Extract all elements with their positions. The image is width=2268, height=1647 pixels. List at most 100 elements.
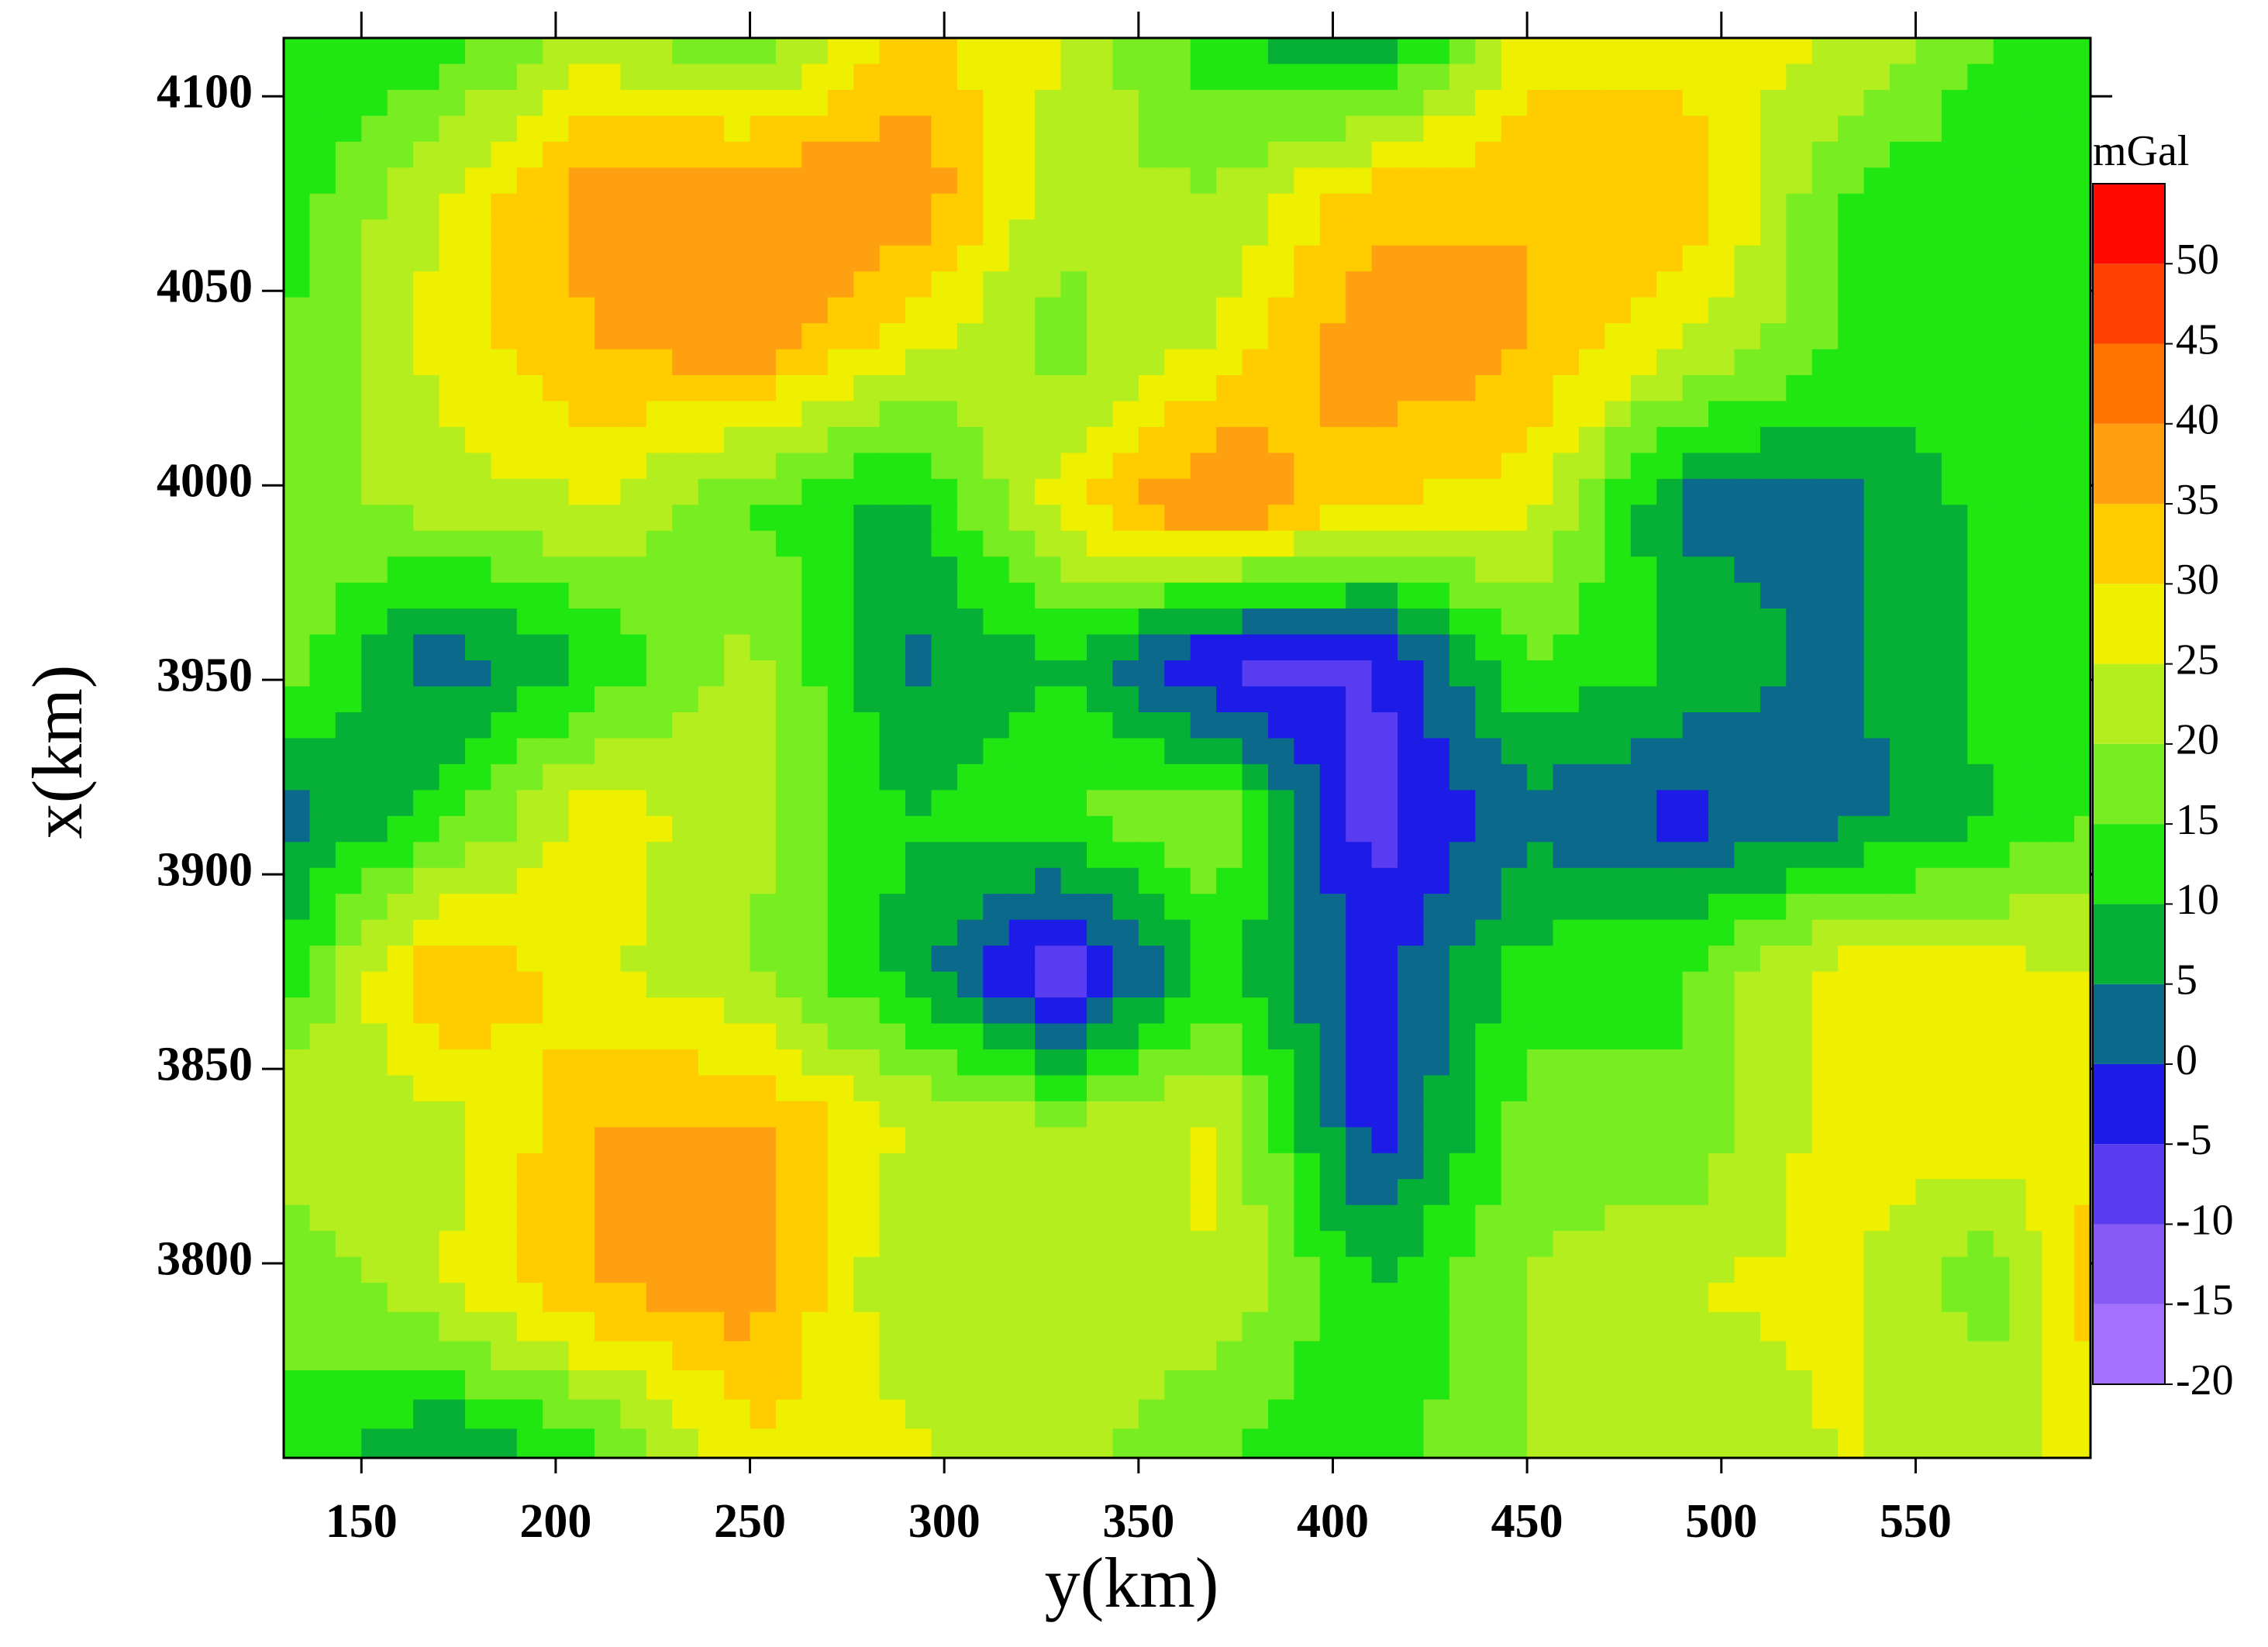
field-cell <box>931 1399 958 1430</box>
field-cell <box>775 38 803 65</box>
field <box>284 38 2091 1459</box>
field-cell <box>1112 1341 1139 1371</box>
field-cell <box>853 64 881 91</box>
field-cell <box>1216 1127 1243 1154</box>
field-cell <box>1604 1256 1632 1283</box>
field-cell <box>439 89 466 117</box>
field-cell <box>698 867 725 895</box>
field-cell <box>1863 763 1891 791</box>
field-cell <box>1578 763 1606 791</box>
field-cell <box>568 1256 595 1283</box>
field-cell <box>543 1179 570 1206</box>
field-cell <box>439 1153 466 1180</box>
field-cell <box>1811 115 1839 143</box>
field-cell <box>1890 1075 1917 1102</box>
field-cell <box>620 1101 647 1128</box>
field-cell <box>1578 1049 1606 1077</box>
field-cell <box>1371 608 1398 636</box>
field-cell <box>1398 1204 1425 1232</box>
field-cell <box>1449 1231 1477 1258</box>
field-cell <box>1760 634 1787 661</box>
field-cell <box>1501 374 1528 402</box>
field-cell <box>801 193 829 221</box>
field-cell <box>801 1256 829 1283</box>
field-cell <box>983 1049 1010 1077</box>
field-cell <box>335 426 363 454</box>
field-cell <box>775 1204 803 1232</box>
field-cell <box>1216 1179 1243 1206</box>
field-cell <box>1294 842 1321 869</box>
field-cell <box>1734 1256 1761 1283</box>
field-cell <box>1449 1049 1477 1077</box>
field-cell <box>1553 89 1580 117</box>
field-cell <box>284 1075 311 1102</box>
field-cell <box>1216 790 1243 817</box>
field-cell <box>905 998 932 1025</box>
field-cell <box>413 271 440 298</box>
field-cell <box>2058 1049 2075 1077</box>
field-cell <box>1346 842 1373 869</box>
field-cell <box>1242 271 1269 298</box>
field-cell <box>1164 1153 1191 1180</box>
field-cell <box>543 1428 570 1459</box>
field-cell <box>1915 1231 1942 1258</box>
field-cell <box>1371 219 1398 246</box>
field-cell <box>1216 38 1243 65</box>
field-cell <box>1553 998 1580 1025</box>
field-cell <box>1604 38 1632 65</box>
field-cell <box>1682 401 1709 428</box>
field-cell <box>516 1311 543 1342</box>
field-cell <box>775 426 803 454</box>
field-cell <box>543 1049 570 1077</box>
field-cell <box>1267 815 1295 843</box>
field-cell <box>387 349 414 376</box>
field-cell <box>1630 1127 1658 1154</box>
field-cell <box>1604 1023 1632 1050</box>
field-cell <box>1060 790 1087 817</box>
field-cell <box>1138 193 1166 221</box>
field-cell <box>1190 919 1217 946</box>
field-cell <box>1604 894 1632 921</box>
field-cell <box>750 1179 777 1206</box>
field-cell <box>516 1075 543 1102</box>
field-cell <box>801 141 829 169</box>
field-cell <box>1967 582 1994 609</box>
field-cell <box>387 64 414 91</box>
field-cell <box>1501 297 1528 324</box>
field-cell <box>516 1153 543 1180</box>
field-cell <box>956 505 984 532</box>
x-tick-label: 400 <box>1297 1495 1369 1548</box>
field-cell <box>1578 1283 1606 1313</box>
field-cell <box>1838 842 1865 869</box>
field-cell <box>775 712 803 739</box>
field-cell <box>1760 1256 1787 1283</box>
field-cell <box>1630 556 1658 584</box>
field-cell <box>1087 64 1114 91</box>
field-cell <box>956 374 984 402</box>
field-cell <box>1216 738 1243 765</box>
field-cell <box>491 1283 518 1313</box>
field-cell <box>1967 245 1994 272</box>
colorbar-band <box>2093 184 2165 264</box>
field-cell <box>309 1311 336 1342</box>
field-cell <box>1087 530 1114 558</box>
field-cell <box>284 1370 311 1401</box>
field-cell <box>1190 89 1217 117</box>
field-cell <box>413 323 440 350</box>
field-cell <box>1604 712 1632 739</box>
field-cell <box>1630 426 1658 454</box>
field-cell <box>1008 271 1036 298</box>
field-cell <box>2058 89 2075 117</box>
field-cell <box>2009 141 2027 169</box>
field-cell <box>1682 219 1709 246</box>
field-cell <box>335 608 363 636</box>
field-cell <box>309 219 336 246</box>
field-cell <box>853 1075 881 1102</box>
field-cell <box>1346 815 1373 843</box>
field-cell <box>1734 738 1761 765</box>
field-cell <box>801 297 829 324</box>
field-cell <box>1164 1049 1191 1077</box>
field-cell <box>879 660 906 687</box>
field-cell <box>672 1101 699 1128</box>
field-cell <box>2042 193 2059 221</box>
